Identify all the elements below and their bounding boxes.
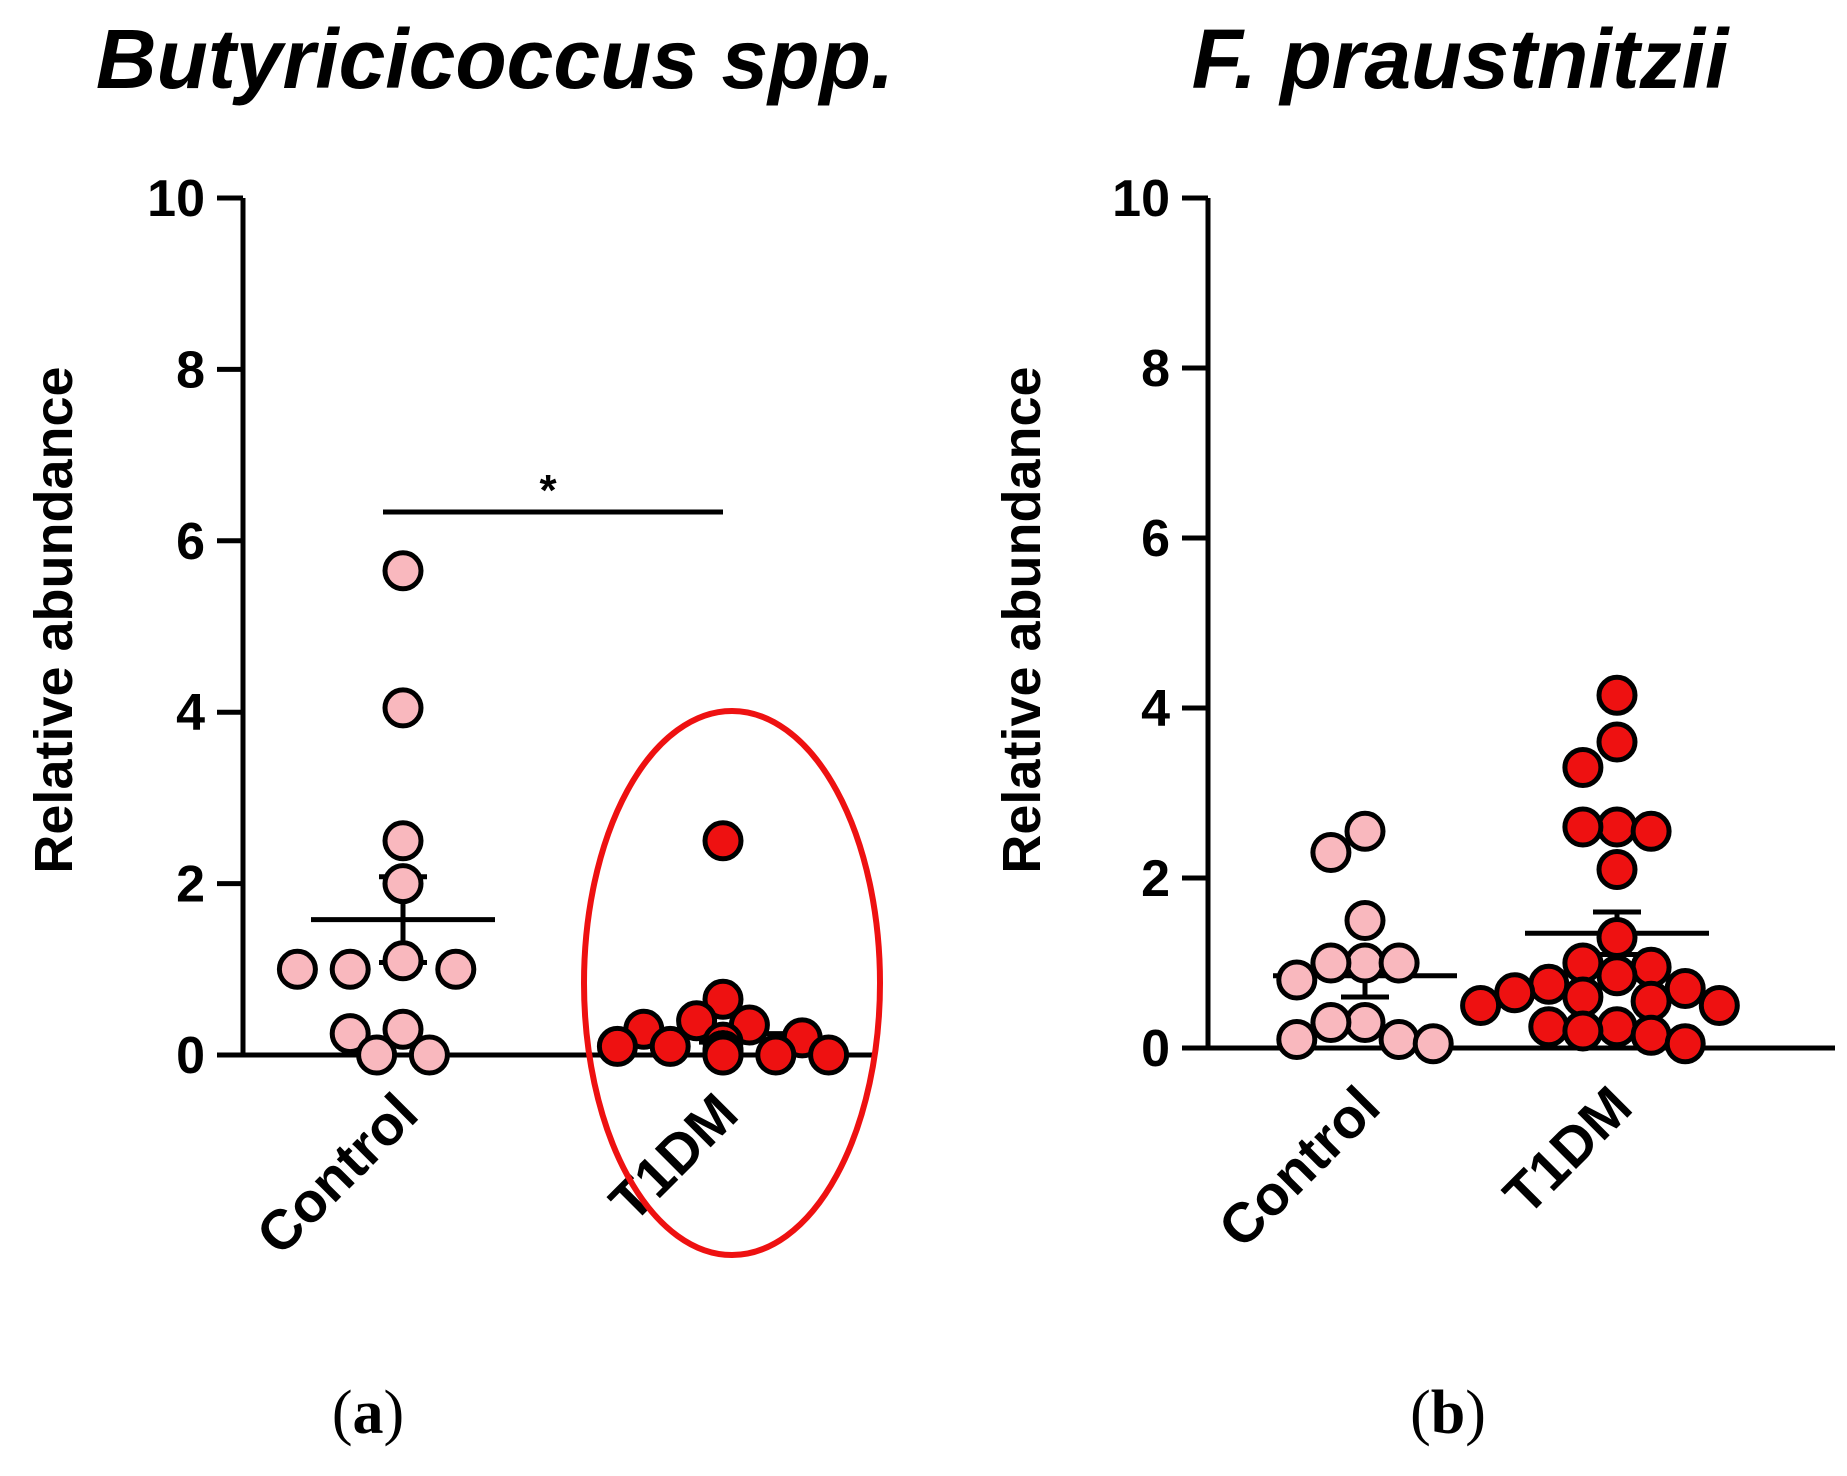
x-category-label: Control — [1206, 1074, 1391, 1259]
y-tick-label: 8 — [1141, 340, 1170, 398]
panel-b: F. praustnitzii Relative abundance 0 2 4 6 8… — [992, 12, 1835, 1447]
control-point — [1344, 900, 1386, 941]
control-point — [435, 948, 477, 990]
control-point — [1344, 942, 1386, 984]
t1dm-point — [702, 1034, 744, 1076]
y-tick-label: 6 — [176, 513, 205, 571]
t1dm-highlight-ellipse — [581, 708, 883, 1258]
t1dm-point — [1596, 917, 1638, 958]
t1dm-point — [1562, 747, 1604, 788]
t1dm-point — [1596, 806, 1638, 848]
control-point — [1378, 1019, 1420, 1060]
t1dm-point — [1596, 955, 1638, 997]
t1dm-point — [1528, 1006, 1570, 1048]
t1dm-point — [1562, 1010, 1604, 1052]
y-tick-label: 10 — [1112, 170, 1170, 228]
t1dm-point — [676, 1000, 718, 1042]
t1dm-point — [1630, 980, 1672, 1022]
control-point — [1344, 810, 1386, 852]
panel-a: Butyricicoccus spp. Relative abundance 0… — [24, 12, 894, 1447]
panel-a-tag: (a) — [332, 1379, 404, 1447]
t1dm-point — [808, 1034, 850, 1076]
t1dm-point — [1630, 810, 1672, 852]
control-point — [1344, 1002, 1386, 1043]
t1dm-point — [1494, 972, 1536, 1014]
control-point — [382, 1008, 424, 1050]
panel-a-y-ticks: 0 2 4 6 8 10 — [147, 170, 243, 1085]
panel-b-points — [1276, 674, 1740, 1065]
t1dm-point — [1596, 1006, 1638, 1048]
y-tick-label: 0 — [1141, 1020, 1170, 1078]
panel-b-ylabel: Relative abundance — [992, 366, 1052, 873]
control-point — [382, 863, 424, 905]
y-tick-label: 2 — [176, 856, 205, 914]
control-point — [1310, 832, 1352, 873]
x-category-label: Control — [244, 1081, 429, 1266]
panel-b-tag-letter: b — [1431, 1379, 1465, 1447]
t1dm-point — [1596, 721, 1638, 763]
t1dm-point — [702, 820, 744, 862]
panel-a-x-categories: Control T1DM — [244, 1081, 749, 1266]
control-point — [382, 820, 424, 862]
panel-a-ylabel: Relative abundance — [24, 366, 84, 873]
control-point — [1276, 1019, 1318, 1060]
significance-asterisk: * — [539, 466, 557, 515]
control-point — [276, 948, 318, 990]
control-point — [329, 948, 371, 990]
t1dm-point — [1664, 968, 1706, 1009]
panel-b-x-categories: Control T1DM — [1206, 1074, 1643, 1259]
t1dm-point — [1562, 806, 1604, 848]
t1dm-point — [596, 1025, 638, 1067]
panel-a-points — [276, 550, 850, 1076]
t1dm-point — [1562, 942, 1604, 984]
y-tick-label: 0 — [176, 1027, 205, 1085]
control-point — [382, 550, 424, 592]
y-tick-label: 10 — [147, 170, 205, 228]
control-point — [356, 1034, 398, 1076]
panel-a-tag-letter: a — [353, 1379, 384, 1447]
panel-a-significance: * — [383, 466, 723, 515]
t1dm-point — [1562, 976, 1604, 1018]
control-point — [408, 1034, 450, 1076]
y-tick-label: 8 — [176, 341, 205, 399]
panel-b-y-ticks: 0 2 4 6 8 10 — [1112, 170, 1208, 1078]
t1dm-point — [649, 1025, 691, 1067]
t1dm-point — [1664, 1023, 1706, 1065]
control-point — [329, 1013, 371, 1055]
control-point — [1310, 942, 1352, 984]
t1dm-point — [1630, 1014, 1672, 1056]
control-point — [382, 687, 424, 729]
t1dm-point — [1630, 946, 1672, 988]
t1dm-point — [702, 978, 744, 1020]
y-tick-label: 2 — [1141, 850, 1170, 908]
t1dm-point — [1596, 849, 1638, 890]
t1dm-point — [1596, 674, 1638, 716]
control-point — [1276, 959, 1318, 1001]
t1dm-point — [1528, 963, 1570, 1005]
control-point — [1310, 1002, 1352, 1043]
panel-b-tag: (b) — [1410, 1379, 1486, 1447]
panel-b-title: F. praustnitzii — [1192, 12, 1730, 106]
control-point — [1378, 942, 1420, 984]
y-tick-label: 4 — [176, 684, 205, 742]
control-point — [382, 940, 424, 982]
t1dm-point — [1698, 985, 1740, 1026]
panel-a-title: Butyricicoccus spp. — [96, 12, 894, 106]
y-tick-label: 4 — [1141, 680, 1170, 738]
t1dm-point — [1460, 985, 1502, 1026]
t1dm-point — [755, 1034, 797, 1076]
y-tick-label: 6 — [1141, 510, 1170, 568]
x-category-label: T1DM — [1491, 1074, 1643, 1226]
control-point — [1412, 1023, 1454, 1065]
